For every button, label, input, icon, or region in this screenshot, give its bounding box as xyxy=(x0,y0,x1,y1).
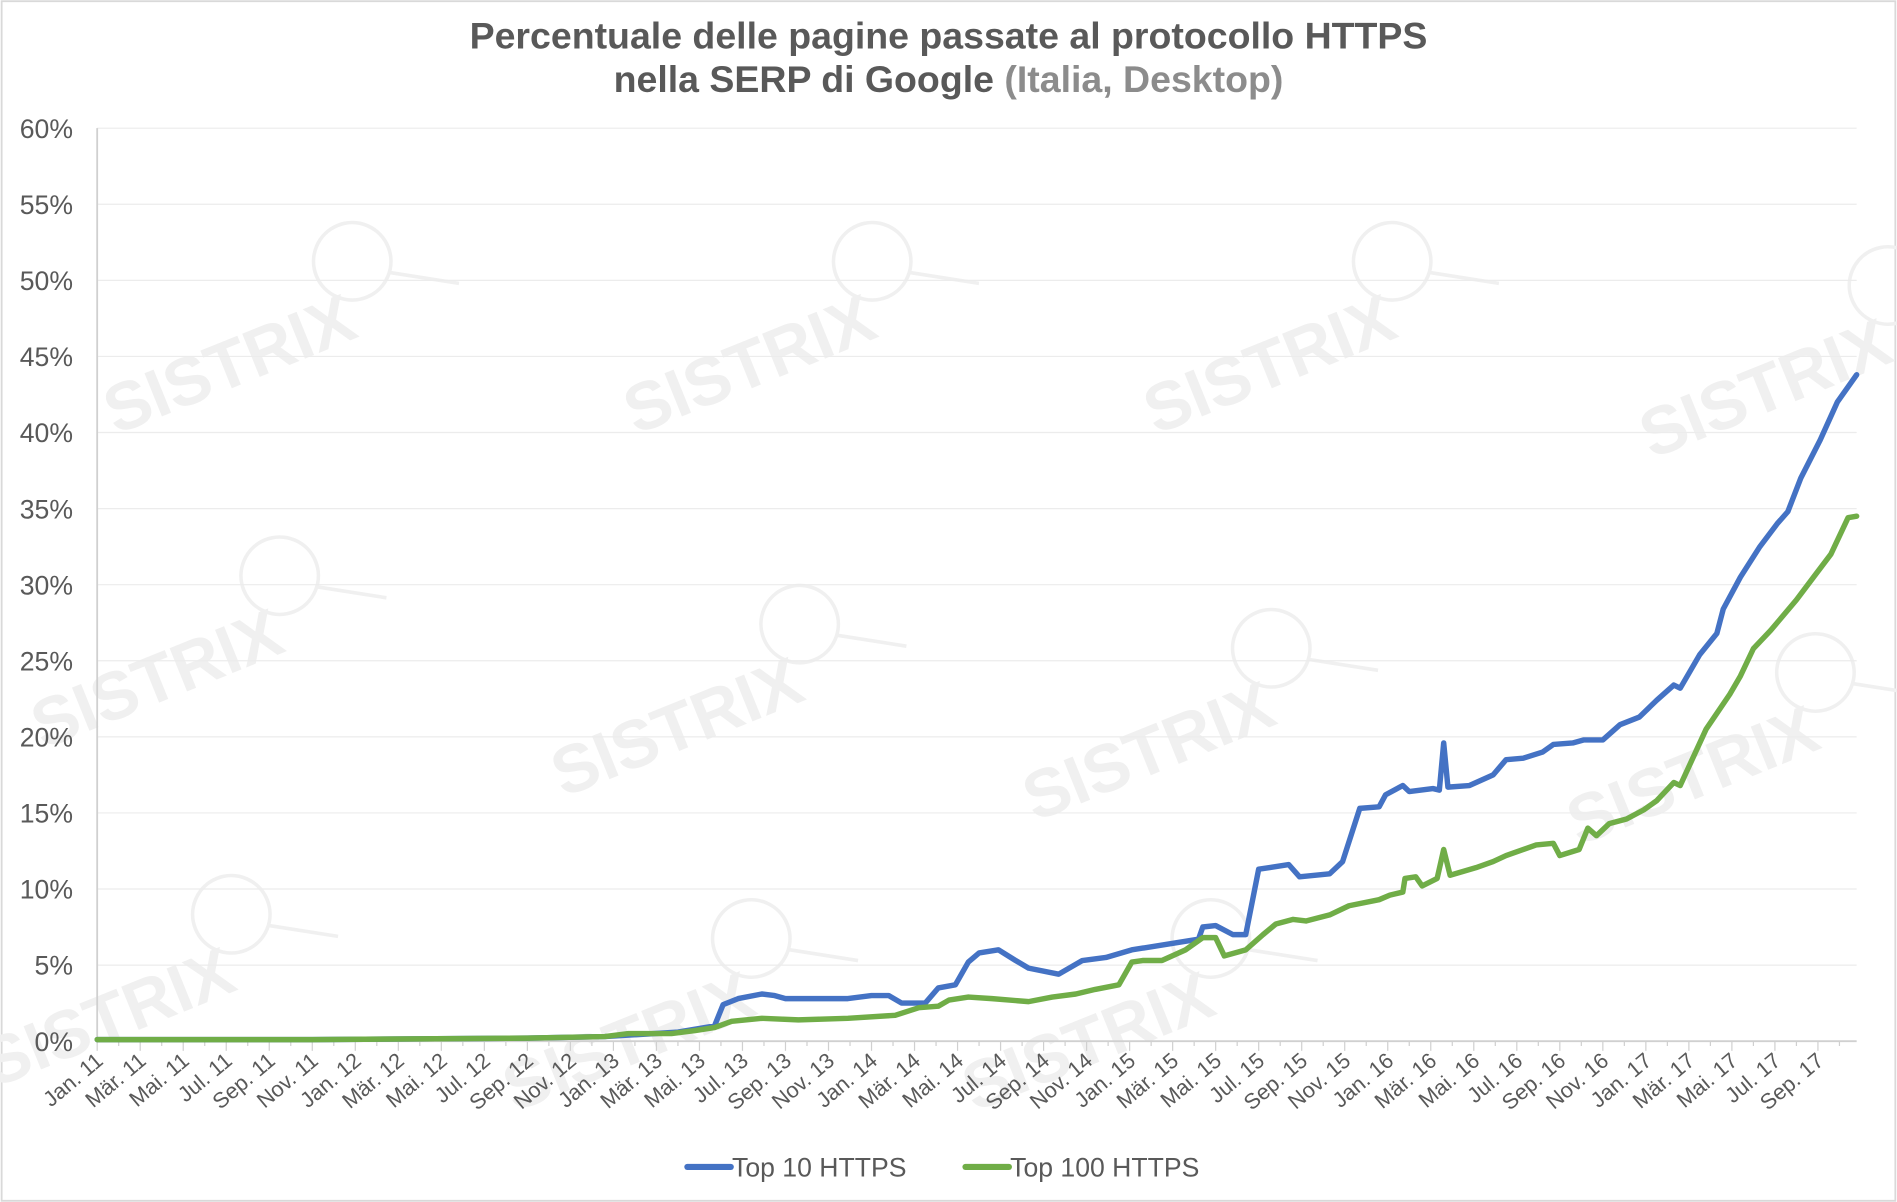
series-lines xyxy=(94,372,1860,1043)
series-line-top10 xyxy=(94,372,1860,1043)
legend-label-top100: Top 100 HTTPS xyxy=(1010,1153,1199,1183)
y-tick-label: 30% xyxy=(20,570,73,600)
y-tick-label: 25% xyxy=(20,646,73,676)
legend-label-top10: Top 10 HTTPS xyxy=(732,1153,906,1183)
chart-title-line2: nella SERP di Google (Italia, Desktop) xyxy=(614,58,1284,100)
chart-title-main: nella SERP di Google xyxy=(614,58,994,100)
chart-title-line1: Percentuale delle pagine passate al prot… xyxy=(470,14,1428,56)
chart-title-suffix: (Italia, Desktop) xyxy=(994,58,1283,100)
y-tick-label: 40% xyxy=(20,418,73,448)
y-tick-label: 35% xyxy=(20,494,73,524)
y-axis: 0% 5% 10% 15% 20% 25% 30% 35% 40% 45% 50% 55% 60% xyxy=(20,114,99,1057)
y-tick-label: 45% xyxy=(20,342,73,372)
series-line-top100 xyxy=(94,513,1860,1043)
y-tick-label: 15% xyxy=(20,799,73,829)
grid xyxy=(97,127,1857,966)
y-tick-label: 55% xyxy=(20,190,73,220)
y-tick-label: 0% xyxy=(35,1027,73,1057)
y-tick-label: 60% xyxy=(20,114,73,144)
y-tick-label: 50% xyxy=(20,266,73,296)
legend: Top 10 HTTPS Top 100 HTTPS xyxy=(684,1153,1199,1183)
y-tick-label: 20% xyxy=(20,723,73,753)
y-tick-label: 10% xyxy=(20,875,73,905)
y-tick-label: 5% xyxy=(35,951,73,981)
